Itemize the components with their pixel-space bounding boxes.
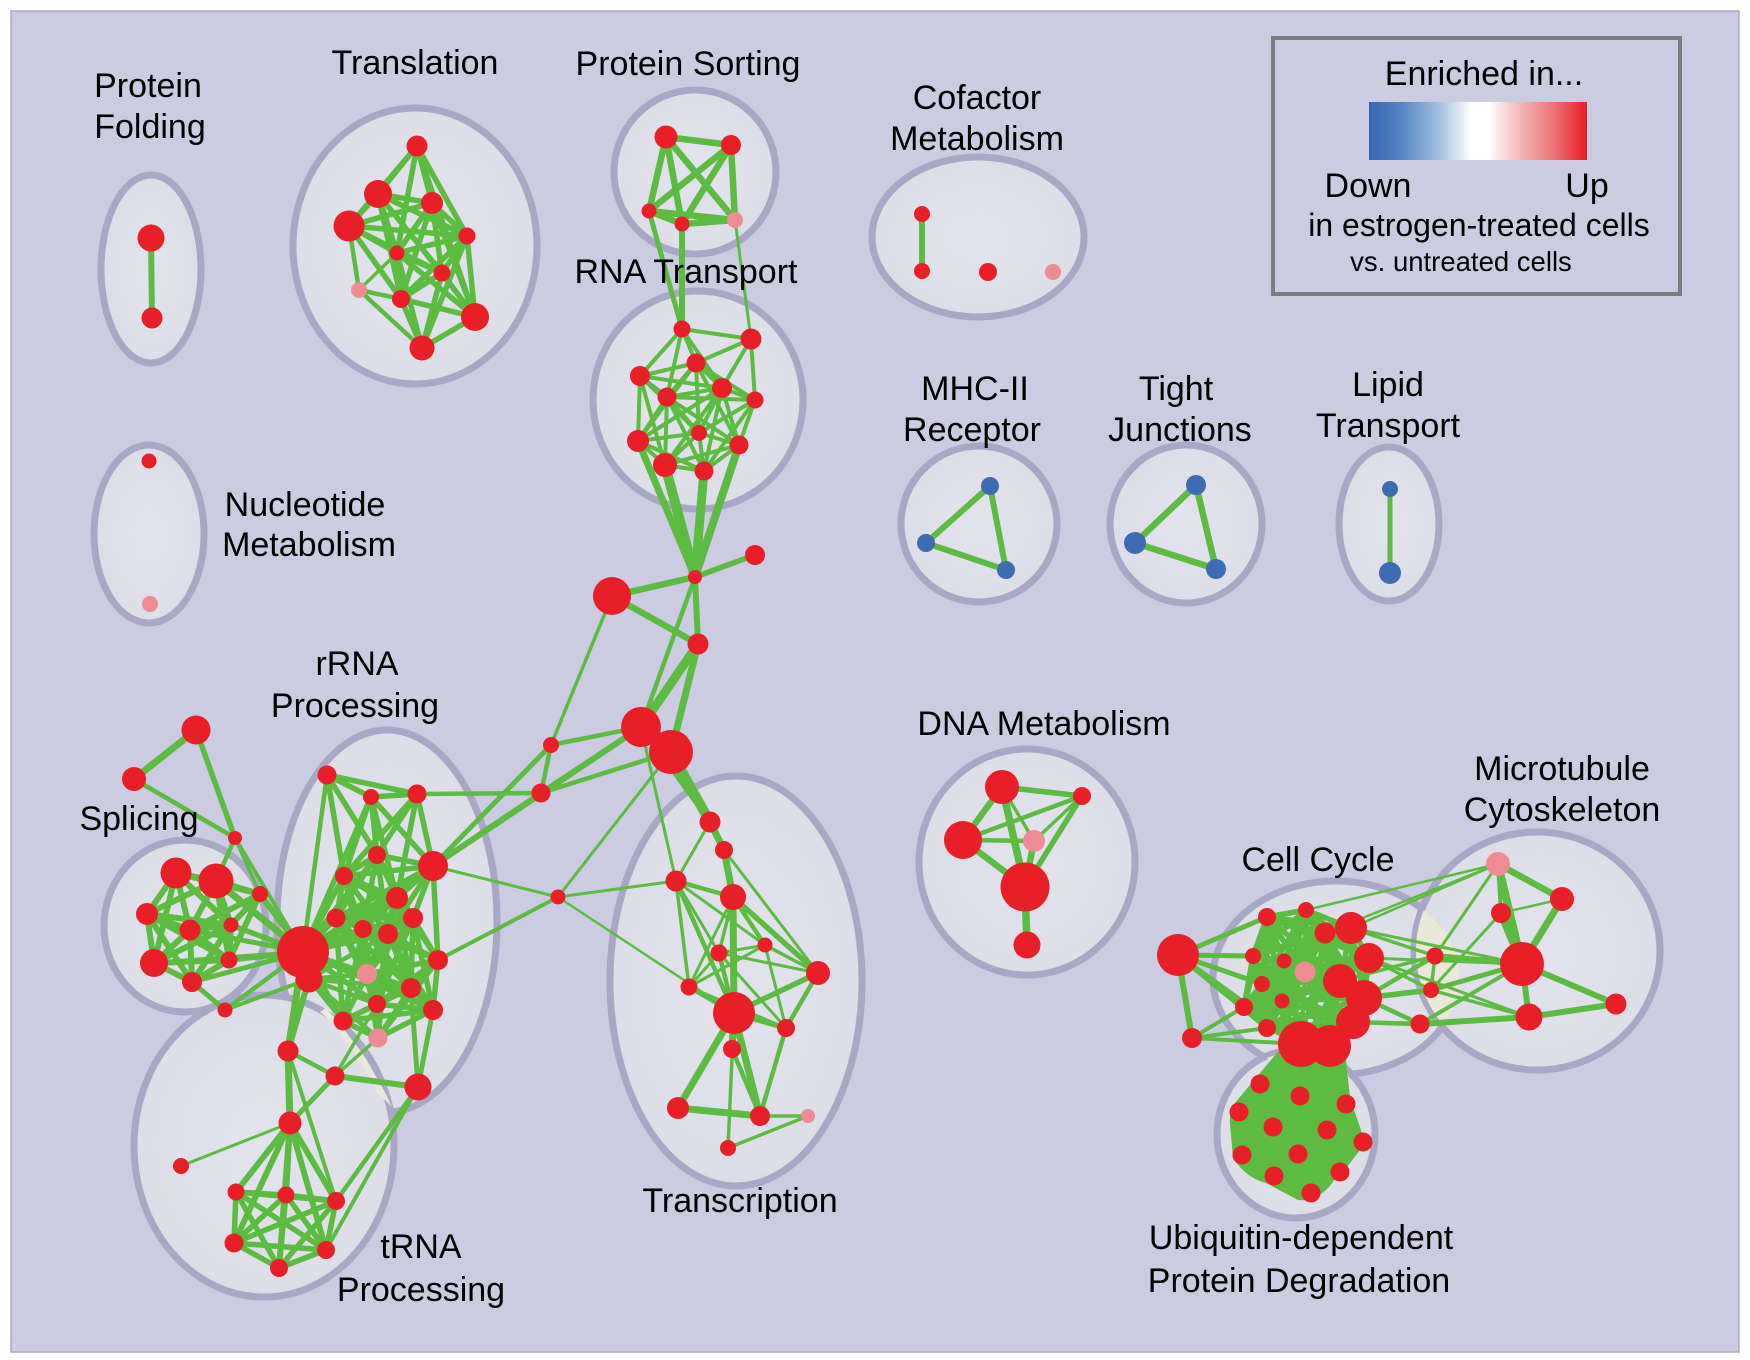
svg-text:rRNA: rRNA (315, 645, 398, 683)
svg-text:Nucleotide: Nucleotide (225, 486, 386, 524)
svg-text:Protein: Protein (94, 67, 202, 105)
svg-text:Protein Sorting: Protein Sorting (576, 45, 801, 83)
svg-text:Receptor: Receptor (903, 411, 1041, 449)
svg-text:Transcription: Transcription (642, 1182, 837, 1220)
svg-text:MHC-II: MHC-II (921, 370, 1029, 408)
svg-text:Translation: Translation (332, 44, 499, 82)
svg-text:Cofactor: Cofactor (913, 79, 1042, 117)
svg-text:in estrogen-treated cells: in estrogen-treated cells (1308, 207, 1650, 243)
svg-text:Cytoskeleton: Cytoskeleton (1464, 791, 1661, 829)
svg-text:Tight: Tight (1139, 370, 1214, 408)
svg-text:Processing: Processing (271, 687, 439, 725)
svg-text:Transport: Transport (1316, 407, 1461, 445)
svg-text:Folding: Folding (94, 108, 206, 146)
svg-text:RNA Transport: RNA Transport (575, 253, 799, 291)
svg-text:Splicing: Splicing (79, 800, 198, 838)
svg-text:Processing: Processing (337, 1271, 505, 1309)
svg-text:tRNA: tRNA (380, 1228, 462, 1266)
svg-text:Metabolism: Metabolism (890, 120, 1064, 158)
svg-text:Cell Cycle: Cell Cycle (1241, 841, 1394, 879)
svg-text:Metabolism: Metabolism (222, 526, 396, 564)
svg-text:Enriched in...: Enriched in... (1385, 55, 1583, 93)
svg-text:DNA Metabolism: DNA Metabolism (917, 705, 1170, 743)
svg-text:Junctions: Junctions (1108, 411, 1252, 449)
svg-text:Ubiquitin-dependent: Ubiquitin-dependent (1149, 1219, 1454, 1257)
svg-text:Microtubule: Microtubule (1474, 750, 1650, 788)
svg-text:Down: Down (1325, 167, 1412, 205)
svg-text:Up: Up (1565, 167, 1608, 205)
svg-text:Protein Degradation: Protein Degradation (1148, 1262, 1450, 1300)
svg-text:Lipid: Lipid (1352, 366, 1424, 404)
svg-text:vs. untreated cells: vs. untreated cells (1350, 246, 1572, 277)
